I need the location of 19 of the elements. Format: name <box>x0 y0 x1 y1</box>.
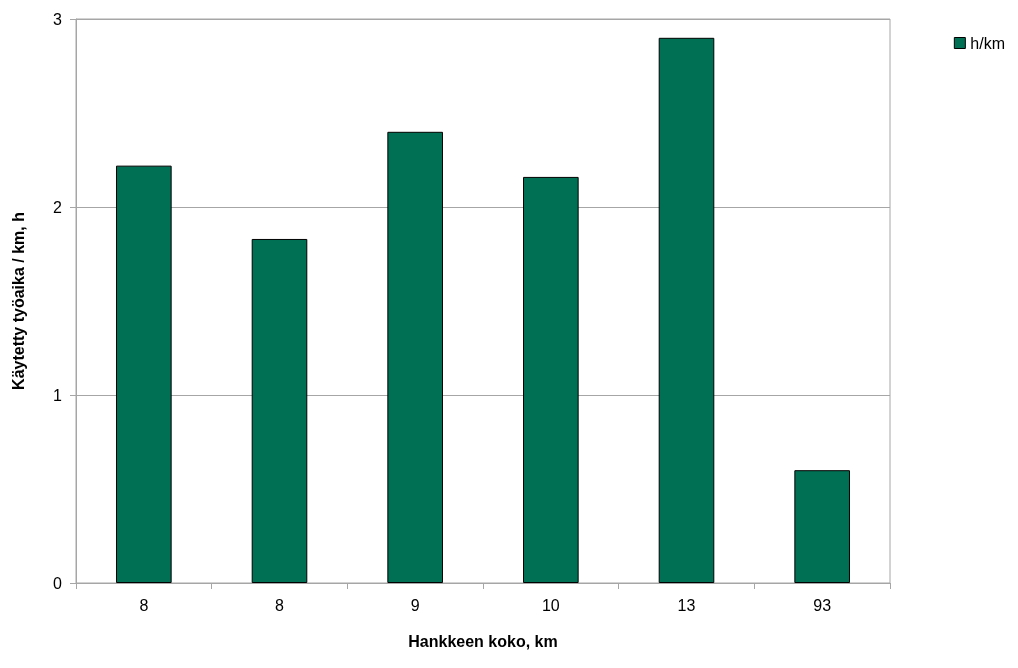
y-tick-label: 1 <box>53 386 63 404</box>
x-tick-label: 8 <box>139 596 149 614</box>
y-tick-label: 0 <box>53 574 63 592</box>
legend-label: h/km <box>970 34 1005 52</box>
bar <box>251 238 308 583</box>
y-tick-label: 2 <box>53 198 63 216</box>
bar <box>116 165 172 583</box>
bar <box>794 470 850 583</box>
x-tick-label: 10 <box>541 596 560 614</box>
x-tick-label: 9 <box>410 596 420 614</box>
bar <box>387 131 443 583</box>
y-axis-title: Käytetty työaika / km, h <box>9 212 27 390</box>
bar <box>658 37 715 583</box>
x-axis-title: Hankkeen koko, km <box>408 632 558 650</box>
y-tick-label: 3 <box>53 10 63 28</box>
x-tick-label: 8 <box>275 596 285 614</box>
x-tick-label: 13 <box>677 596 696 614</box>
x-tick-label: 93 <box>813 596 832 614</box>
bar <box>523 176 579 583</box>
